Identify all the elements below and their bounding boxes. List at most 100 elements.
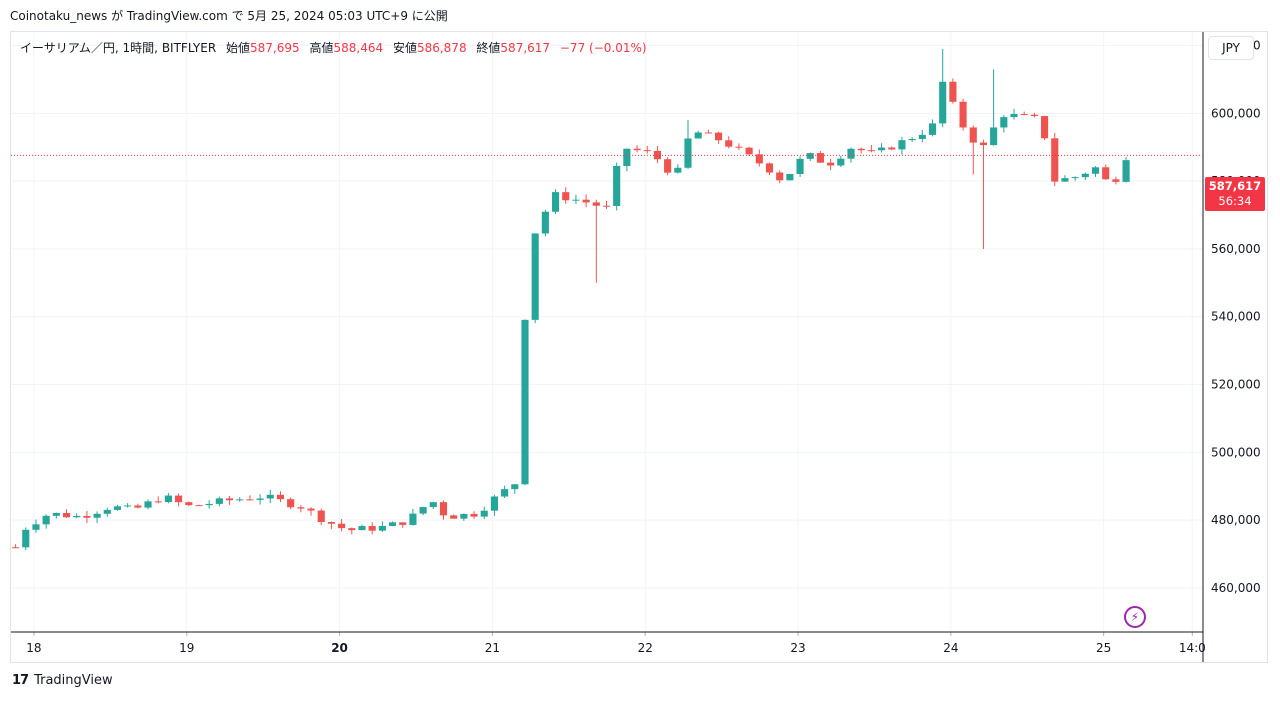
candle-body <box>674 167 682 173</box>
tradingview-logo: 17 <box>12 673 29 688</box>
candle-body <box>511 484 519 490</box>
candle-body <box>939 81 947 124</box>
candle-body <box>776 172 784 181</box>
y-tick-label: 460,000 <box>1211 581 1261 595</box>
candle-body <box>990 127 998 146</box>
candle-body <box>93 513 101 518</box>
x-tick-label: 18 <box>26 641 41 655</box>
candle-body <box>429 502 437 508</box>
candle-body <box>582 199 590 203</box>
candle-body <box>205 503 213 506</box>
candle-body <box>562 192 570 201</box>
candle-body <box>806 153 814 159</box>
candle-body <box>185 502 193 506</box>
candle-body <box>1041 116 1049 139</box>
candle-body <box>653 150 661 160</box>
candle-body <box>1081 173 1089 178</box>
y-tick-label: 500,000 <box>1211 445 1261 459</box>
candle-body <box>297 507 305 509</box>
candle-body <box>73 515 81 518</box>
candle-body <box>1010 114 1018 118</box>
candle-body <box>694 132 702 139</box>
candle-body <box>979 142 988 146</box>
candle-body <box>816 153 825 163</box>
candle-body <box>32 524 40 530</box>
candle-body <box>256 498 264 500</box>
candle-body <box>572 199 580 201</box>
legend-close-value: 587,617 <box>500 41 551 55</box>
candle-body <box>246 499 254 501</box>
candle-body <box>154 501 162 503</box>
candle-body <box>531 233 539 320</box>
candle-body <box>22 529 30 548</box>
candle-body <box>847 148 855 159</box>
candle-body <box>857 148 865 151</box>
candle-body <box>1102 167 1110 180</box>
y-tick-label: 600,000 <box>1211 106 1261 120</box>
candle-body <box>399 522 407 525</box>
candle-body <box>602 205 611 207</box>
candle-body <box>1091 167 1100 174</box>
candle-body <box>62 512 71 518</box>
lightning-icon[interactable]: ⚡ <box>1124 606 1146 628</box>
candle-body <box>1112 179 1120 182</box>
last-price-value: 587,617 <box>1208 179 1262 193</box>
candle-body <box>419 507 427 514</box>
candle-body <box>490 496 498 511</box>
candle-body <box>959 101 967 128</box>
candle-body <box>745 147 753 155</box>
candle-body <box>786 173 794 181</box>
candle-body <box>307 508 315 511</box>
candle-body <box>501 489 509 497</box>
candle-body <box>704 132 712 134</box>
candle-body <box>827 162 835 166</box>
candle-body <box>796 158 804 174</box>
y-tick-label: 540,000 <box>1211 310 1261 324</box>
candle-body <box>460 513 468 519</box>
candle-body <box>470 513 478 517</box>
legend-open-label: 始値 <box>226 41 251 55</box>
x-tick-label: 19 <box>179 641 194 655</box>
x-tick-label: 20 <box>331 641 348 655</box>
candle-body <box>42 515 50 525</box>
candle-body <box>1051 138 1059 182</box>
x-tick-label: 14:0 <box>1179 641 1206 655</box>
chart-frame <box>10 31 1268 663</box>
currency-button[interactable]: JPY <box>1208 36 1254 60</box>
candle-body <box>225 498 234 501</box>
candle-body <box>725 140 733 147</box>
candle-body <box>236 499 244 501</box>
y-tick-label: 480,000 <box>1211 513 1261 527</box>
candle-body <box>276 494 285 500</box>
tradingview-brand[interactable]: 17 TradingView <box>12 673 113 688</box>
candle-body <box>521 319 529 485</box>
candle-body <box>1061 178 1069 182</box>
candle-body <box>439 502 448 516</box>
candle-body <box>327 522 335 524</box>
candle-body <box>1000 117 1008 128</box>
candle-body <box>551 192 560 212</box>
candle-body <box>928 123 937 135</box>
candle-body <box>1122 160 1130 182</box>
bar-countdown: 56:34 <box>1218 194 1252 208</box>
chart-legend: イーサリアム／円, 1時間, BITFLYER 始値587,695 高値588,… <box>20 39 647 56</box>
legend-low-label: 安値 <box>392 41 417 55</box>
x-tick-label: 21 <box>485 641 500 655</box>
candle-body <box>52 512 60 516</box>
candle-body <box>348 528 356 531</box>
candle-body <box>195 505 203 507</box>
candle-body <box>378 525 386 531</box>
candle-body <box>113 506 122 510</box>
last-price-tag: 587,617 56:34 <box>1205 177 1265 211</box>
tradingview-name: TradingView <box>34 673 113 688</box>
candle-body <box>684 138 692 168</box>
x-tick-label: 24 <box>943 641 958 655</box>
candle-body <box>878 147 886 151</box>
candle-body <box>144 501 152 508</box>
candle-body <box>175 495 183 503</box>
candle-body <box>541 211 549 234</box>
candle-body <box>338 523 346 529</box>
candle-body <box>898 140 906 150</box>
candle-body <box>480 510 488 517</box>
